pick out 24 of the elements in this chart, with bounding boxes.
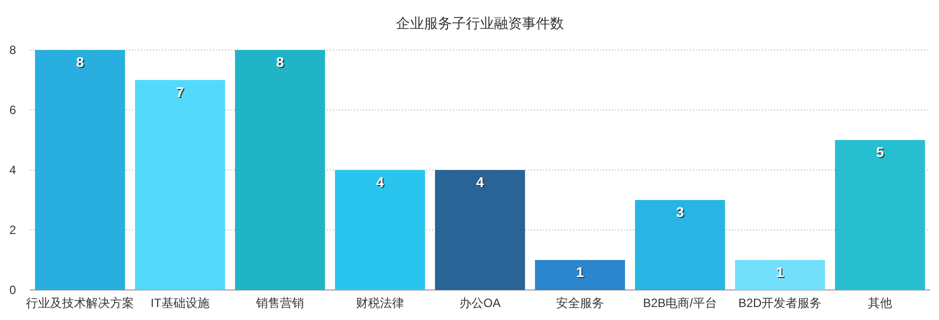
xtick: 办公OA: [459, 296, 501, 310]
data-label: 3: [676, 204, 684, 220]
data-label: 1: [776, 264, 784, 280]
data-label: 8: [76, 54, 84, 70]
ytick: 6: [9, 103, 16, 117]
xtick: IT基础设施: [150, 296, 210, 310]
data-label: 4: [376, 174, 384, 190]
data-label: 1: [576, 264, 584, 280]
xtick: 其他: [868, 296, 892, 310]
xtick: 销售营销: [256, 296, 304, 310]
xtick: B2D开发者服务: [738, 296, 822, 310]
data-label: 8: [276, 54, 284, 70]
xtick: 行业及技术解决方案: [26, 296, 134, 310]
data-label: 4: [476, 174, 484, 190]
data-label: 5: [876, 144, 884, 160]
xtick: 安全服务: [556, 296, 604, 310]
title: 企业服务子行业融资事件数: [396, 15, 564, 31]
ytick: 4: [9, 163, 16, 177]
ytick: 0: [9, 283, 16, 297]
xtick: B2B电商/平台: [643, 296, 717, 310]
xtick: 财税法律: [356, 296, 404, 310]
ytick: 2: [9, 223, 16, 237]
ytick: 8: [9, 43, 16, 57]
data-label: 7: [176, 84, 184, 100]
